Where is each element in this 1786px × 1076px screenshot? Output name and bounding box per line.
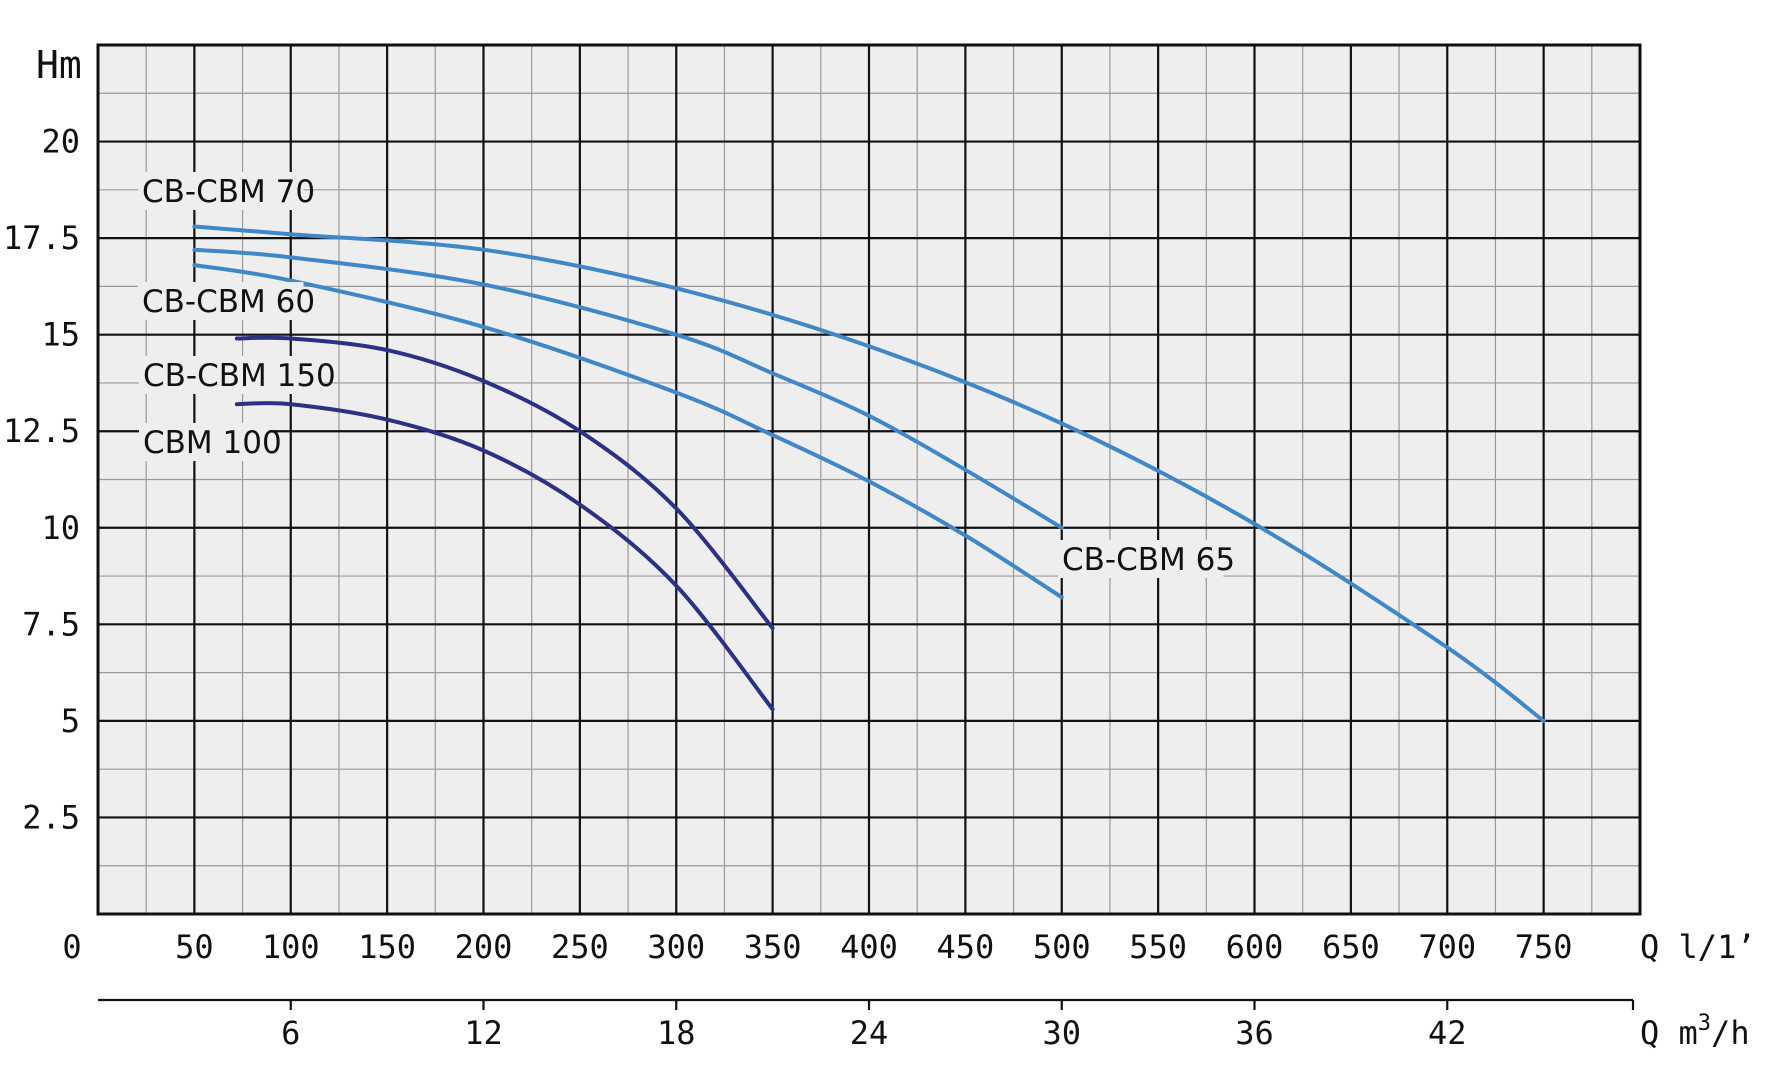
plot-frame [96, 43, 1642, 916]
axis-units: Hm Q l/1’ Q m3/h [36, 43, 1756, 1052]
major-grid [98, 45, 1640, 914]
y-tick-label: 2.5 [22, 798, 80, 836]
curve-label-backdrop [139, 356, 322, 394]
x-tick-label: 650 [1322, 928, 1380, 966]
curve-cb-cbm-70 [192, 224, 1546, 723]
x2-tick-label: 24 [850, 1014, 889, 1052]
curve-label-cb-cbm-60: CB-CBM 60 [142, 284, 315, 320]
x2-tick-label: 12 [464, 1014, 503, 1052]
x-tick-label: 250 [551, 928, 609, 966]
curve-label-cb-cbm-70: CB-CBM 70 [142, 174, 315, 210]
curve-label-backdrop [138, 172, 304, 210]
curve-label-cbm-100: CBM 100 [143, 425, 282, 461]
curve-cb-cbm-150 [234, 335, 775, 631]
curve-cb-cbm-65 [192, 247, 1064, 530]
x-axis-ticks-lpm: 0 50 100 150 200 250 300 350 400 450 500 550 600 650 7… [62, 928, 1572, 966]
x-tick-label: 200 [455, 928, 513, 966]
x2-tick-label: 6 [281, 1014, 300, 1052]
curve-cb-cbm-60 [192, 263, 1064, 600]
x-tick-label: 550 [1129, 928, 1187, 966]
y-tick-label: 15 [41, 316, 80, 354]
x-tick-label: 300 [647, 928, 705, 966]
x-tick-label: 100 [262, 928, 320, 966]
x-axis-m3h: 6 12 18 24 30 36 42 [98, 998, 1635, 1052]
x-tick-label: 0 [62, 928, 81, 966]
curve-label-backdrop [139, 423, 270, 461]
x2-unit-superscript: 3 [1698, 1011, 1711, 1036]
x-tick-label: 500 [1033, 928, 1091, 966]
y-tick-label: 5 [61, 702, 80, 740]
curves-layer [192, 224, 1546, 723]
curve-label-cb-cbm-65: CB-CBM 65 [1062, 542, 1235, 578]
x-tick-label: 600 [1226, 928, 1284, 966]
x2-tick-label: 30 [1042, 1014, 1081, 1052]
x2-tick-label: 42 [1428, 1014, 1467, 1052]
x-tick-label: 150 [358, 928, 416, 966]
x2-tick-label: 36 [1235, 1014, 1274, 1052]
y-tick-label: 7.5 [22, 605, 80, 643]
x-tick-label: 350 [744, 928, 802, 966]
x-tick-label: 450 [936, 928, 994, 966]
x-tick-label: 750 [1515, 928, 1573, 966]
x-tick-label: 700 [1418, 928, 1476, 966]
x-axis-unit-lpm: Q l/1’ [1640, 928, 1756, 966]
x-axis-unit-m3h: Q m3/h [1640, 1011, 1750, 1052]
x2-tick-label: 18 [657, 1014, 696, 1052]
x-tick-label: 50 [175, 928, 214, 966]
curve-label-backdrop [138, 282, 304, 320]
x2-unit-prefix: Q m [1640, 1014, 1698, 1052]
x-tick-label: 400 [840, 928, 898, 966]
y-tick-label: 17.5 [3, 219, 80, 257]
curve-label-backdrop [1058, 540, 1224, 578]
curve-cbm-100 [234, 401, 775, 712]
y-axis-unit: Hm [36, 43, 82, 87]
curve-label-cb-cbm-150: CB-CBM 150 [143, 358, 336, 394]
y-tick-label: 20 [41, 123, 80, 161]
y-axis-ticks: 2.5 5 7.5 10 12.5 15 17.5 20 [3, 123, 80, 837]
y-tick-label: 10 [41, 509, 80, 547]
y-tick-label: 12.5 [3, 412, 80, 450]
curve-labels: CB-CBM 70 CB-CBM 65 CB-CBM 60 CB-CBM 150 CBM… [138, 172, 1235, 578]
x2-unit-suffix: /h [1711, 1014, 1750, 1052]
